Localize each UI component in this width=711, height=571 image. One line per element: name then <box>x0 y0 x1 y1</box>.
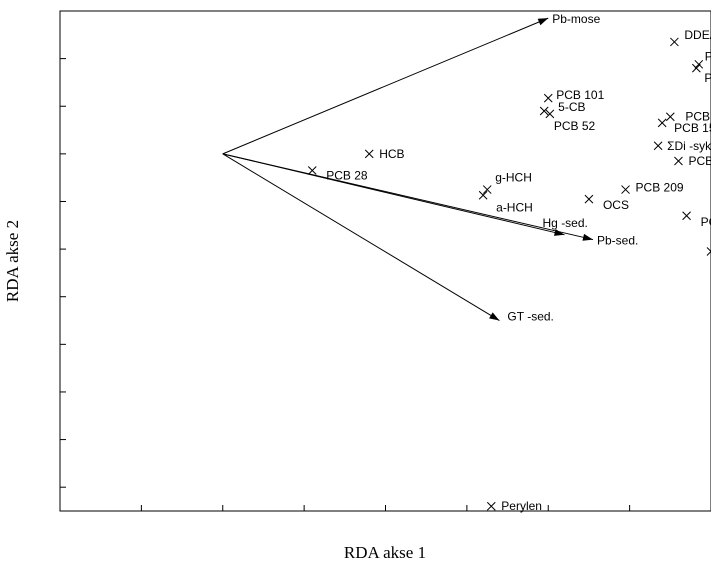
x-axis-title: RDA akse 1 <box>344 543 426 562</box>
x-axis-ticks <box>140 505 711 511</box>
point-8: ΣDi -sykl. <box>653 139 711 153</box>
point-marker <box>694 59 704 69</box>
point-marker <box>670 37 679 47</box>
point-marker <box>364 149 374 159</box>
arrow-3: GT -sed. <box>222 153 554 324</box>
arrow-head <box>582 233 594 241</box>
point-14: PCB 209 <box>621 181 684 195</box>
arrow-label: Pb-sed. <box>597 234 638 248</box>
point-7: PCB 153 <box>657 118 711 135</box>
point-marker <box>478 190 488 200</box>
point-label: Perylen <box>501 499 542 513</box>
point-17: ΣPAH <box>706 247 711 256</box>
point-12: g-HCH <box>482 171 532 194</box>
point-9: HCB <box>364 147 405 161</box>
point-marker <box>307 166 317 175</box>
point-marker <box>545 109 555 119</box>
point-marker <box>621 185 630 194</box>
point-label: PCB 101 <box>556 88 604 102</box>
point-marker <box>665 112 675 122</box>
point-15: OCS <box>584 194 629 212</box>
arrow-label: Pb-mose <box>552 12 600 26</box>
point-marker <box>539 106 549 116</box>
arrow-label: GT -sed. <box>507 310 553 324</box>
point-label: 5-CB <box>558 100 585 114</box>
point-label: PCB 138 <box>685 110 711 124</box>
point-label: OCS <box>603 198 629 212</box>
point-11: PCB 28 <box>307 166 368 183</box>
point-marker <box>584 194 594 204</box>
point-marker <box>482 185 492 194</box>
point-marker <box>543 93 553 103</box>
point-marker <box>657 118 667 128</box>
arrow-line <box>222 153 594 241</box>
point-label: HCB <box>379 147 404 161</box>
point-marker <box>486 501 496 511</box>
point-label: PCB 180 <box>701 215 711 229</box>
point-label: PCB 118 <box>704 71 711 85</box>
arrow-head <box>489 312 500 321</box>
point-2: PCB 118 <box>691 63 711 85</box>
point-1: PCB 105 <box>694 49 711 69</box>
point-label: PCB 156 <box>688 154 711 168</box>
point-label: PCB 28 <box>326 169 368 183</box>
point-0: DDE/DDD <box>670 28 711 47</box>
y-axis-title: RDA akse 2 <box>3 220 22 302</box>
point-label: DDE/DDD <box>684 28 711 42</box>
point-marker <box>682 211 691 221</box>
point-10: PCB 156 <box>674 154 711 168</box>
arrow-line <box>222 17 549 155</box>
environment-arrows: Pb-mose Hg -sed. Pb-sed. GT -sed. <box>222 12 638 324</box>
point-label: ΣDi -sykl. <box>667 139 711 153</box>
point-label: a-HCH <box>496 200 533 214</box>
point-4: 5-CB <box>539 100 586 116</box>
y-axis-ticks <box>60 58 66 488</box>
point-marker <box>674 156 683 166</box>
arrow-2: Pb-sed. <box>222 153 638 248</box>
arrow-label: Hg -sed. <box>543 216 588 230</box>
point-label: PCB 105 <box>705 49 711 63</box>
point-6: PCB 138 <box>665 110 711 124</box>
point-marker <box>653 141 663 151</box>
point-label: PCB 153 <box>674 121 711 135</box>
point-marker <box>706 247 711 256</box>
point-label: PCB 209 <box>636 181 684 195</box>
point-5: PCB 52 <box>545 109 596 133</box>
point-13: a-HCH <box>478 190 533 214</box>
point-3: PCB 101 <box>543 88 605 103</box>
point-label: g-HCH <box>495 171 532 185</box>
point-16: PCB 180 <box>682 211 711 229</box>
point-18: Perylen <box>486 499 542 513</box>
point-marker <box>691 63 701 73</box>
point-label: PCB 52 <box>554 119 596 133</box>
arrow-0: Pb-mose <box>222 12 601 155</box>
arrow-line <box>222 153 500 321</box>
arrow-head <box>537 18 549 26</box>
